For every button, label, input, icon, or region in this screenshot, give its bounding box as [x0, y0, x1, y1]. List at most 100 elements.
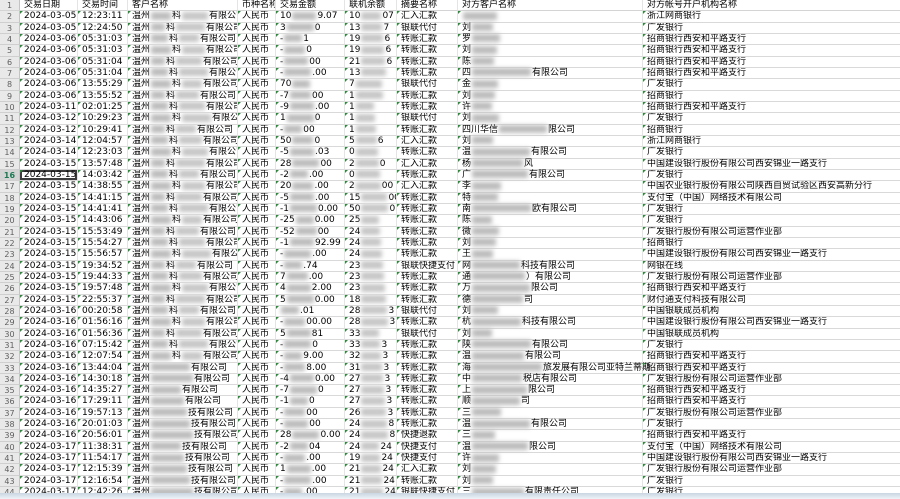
cell-counterparty[interactable]: 广 有限公司	[458, 169, 643, 182]
cell-currency[interactable]: 人民币	[238, 419, 276, 431]
cell-date[interactable]: 2024-03-15	[20, 271, 78, 284]
cell-customer-name[interactable]: 温州 科 有限公司	[128, 203, 238, 216]
cell-amount[interactable]: 20.00	[276, 181, 345, 193]
cell-balance[interactable]: 27 3	[345, 396, 397, 408]
cell-balance[interactable]: 18	[345, 294, 397, 306]
cell-summary[interactable]: 转账汇款	[397, 407, 458, 420]
row-header[interactable]: 22	[0, 237, 20, 250]
cell-time[interactable]: 05:31:04	[78, 56, 128, 68]
cell-time[interactable]: 12:07:54	[78, 351, 128, 363]
cell-currency[interactable]: 人民币	[238, 158, 276, 170]
cell-customer-name[interactable]: 温州 有限公司	[128, 396, 238, 408]
cell-currency[interactable]: 人民币	[238, 79, 276, 91]
cell-bank[interactable]: 中国建设银行股份有限公司西安锦业一路支行	[643, 158, 900, 170]
column-header-cell[interactable]: 客户名称	[128, 0, 238, 12]
cell-currency[interactable]: 人民币	[238, 101, 276, 114]
row-header[interactable]: 11	[0, 113, 20, 125]
cell-counterparty[interactable]: 温 有限公司	[458, 351, 643, 363]
cell-customer-name[interactable]: 温州 技有限公司	[128, 475, 238, 488]
cell-customer-name[interactable]: 温州 科 有限公司	[128, 169, 238, 182]
cell-currency[interactable]: 人民币	[238, 441, 276, 454]
row-header[interactable]: 12	[0, 124, 20, 136]
row-header[interactable]: 23	[0, 249, 20, 261]
cell-summary[interactable]: 转账汇款	[397, 362, 458, 374]
cell-summary[interactable]: 银联代付	[397, 113, 458, 125]
cell-date[interactable]: 2024-03-17	[20, 441, 78, 454]
cell-counterparty[interactable]: 许	[458, 101, 643, 114]
cell-bank[interactable]: 招商银行西安和平路支行	[643, 430, 900, 442]
cell-summary[interactable]: 汇入汇款	[397, 135, 458, 148]
cell-customer-name[interactable]: 温州 科 有限公司	[128, 339, 238, 352]
cell-balance[interactable]: 7	[345, 79, 397, 91]
row-header[interactable]: 15	[0, 158, 20, 170]
cell-counterparty[interactable]: 万 限公司	[458, 283, 643, 295]
row-header[interactable]: 36	[0, 396, 20, 408]
cell-balance[interactable]: 19 24	[345, 453, 397, 465]
cell-customer-name[interactable]: 温州 科 有限公司	[128, 67, 238, 80]
row-header[interactable]: 43	[0, 475, 20, 488]
cell-date[interactable]: 2024-03-16	[20, 339, 78, 352]
cell-bank[interactable]: 招商银行	[643, 124, 900, 136]
row-header[interactable]: 14	[0, 147, 20, 159]
cell-currency[interactable]: 人民币	[238, 90, 276, 102]
cell-customer-name[interactable]: 温州 科 有限公司	[128, 328, 238, 340]
cell-summary[interactable]: 转账汇款	[397, 147, 458, 159]
cell-balance[interactable]: 21 6	[345, 56, 397, 68]
cell-customer-name[interactable]: 温州 技有限公司	[128, 407, 238, 420]
cell-summary[interactable]: 银联代付	[397, 328, 458, 340]
cell-summary[interactable]: 转账汇款	[397, 396, 458, 408]
cell-time[interactable]: 15:54:27	[78, 237, 128, 250]
cell-balance[interactable]: 1	[345, 124, 397, 136]
cell-counterparty[interactable]: 四 有限公司	[458, 67, 643, 80]
cell-summary[interactable]: 银联代付	[397, 79, 458, 91]
row-header[interactable]: 29	[0, 317, 20, 329]
cell-customer-name[interactable]: 温州 科 有限公司	[128, 56, 238, 68]
cell-balance[interactable]: 0	[345, 169, 397, 182]
row-header[interactable]: 20	[0, 215, 20, 227]
column-header-cell[interactable]: 对方客户名称	[458, 0, 643, 12]
cell-counterparty[interactable]: 杭 科技有限公司	[458, 317, 643, 329]
cell-balance[interactable]: 27 3	[345, 385, 397, 397]
cell-amount[interactable]: 5 81	[276, 328, 345, 340]
cell-date[interactable]: 2024-03-16	[20, 419, 78, 431]
cell-bank[interactable]: 广发银行	[643, 169, 900, 182]
cell-amount[interactable]: 4 2.00	[276, 283, 345, 295]
cell-counterparty[interactable]: 陕 有限公司	[458, 339, 643, 352]
cell-bank[interactable]: 中国建设银行股份有限公司西安锦业一路支行	[643, 317, 900, 329]
cell-amount[interactable]: - .00	[276, 475, 345, 488]
cell-counterparty[interactable]: 三	[458, 430, 643, 442]
cell-bank[interactable]: 广发银行股份有限公司运营作业部	[643, 407, 900, 420]
cell-counterparty[interactable]: 陈	[458, 215, 643, 227]
column-header-cell[interactable]: 对方帐号开户机构名称	[643, 0, 900, 12]
cell-currency[interactable]: 人民币	[238, 67, 276, 80]
cell-date[interactable]: 2024-03-15	[20, 181, 78, 193]
cell-amount[interactable]: 70	[276, 79, 345, 91]
cell-balance[interactable]: 26 3	[345, 407, 397, 420]
cell-customer-name[interactable]: 温州 科 有限公司	[128, 305, 238, 318]
row-header[interactable]: 9	[0, 90, 20, 102]
row-header[interactable]: 7	[0, 67, 20, 80]
cell-time[interactable]: 10:29:41	[78, 124, 128, 136]
cell-customer-name[interactable]: 温州 技有限公司	[128, 464, 238, 476]
cell-summary[interactable]: 转账汇款	[397, 45, 458, 57]
cell-amount[interactable]: 7.00	[276, 271, 345, 284]
cell-currency[interactable]: 人民币	[238, 305, 276, 318]
cell-amount[interactable]: 50 0	[276, 135, 345, 148]
cell-customer-name[interactable]: 温州 科 有限公司	[128, 294, 238, 306]
cell-amount[interactable]: 28 00	[276, 158, 345, 170]
cell-time[interactable]: 05:31:03	[78, 45, 128, 57]
cell-currency[interactable]: 人民币	[238, 22, 276, 34]
cell-date[interactable]: 2024-03-15	[20, 226, 78, 238]
cell-balance[interactable]: 24 24	[345, 441, 397, 454]
row-header[interactable]: 4	[0, 33, 20, 46]
row-header[interactable]: 35	[0, 385, 20, 397]
cell-currency[interactable]: 人民币	[238, 396, 276, 408]
cell-amount[interactable]: 1.00	[276, 464, 345, 476]
cell-amount[interactable]: -4 0.00	[276, 373, 345, 386]
cell-counterparty[interactable]: 温 限公司	[458, 441, 643, 454]
cell-counterparty[interactable]: 温 有限公司	[458, 419, 643, 431]
row-header[interactable]: 13	[0, 135, 20, 148]
cell-bank[interactable]: 支付宝（中国）网络技术有限公司	[643, 192, 900, 204]
cell-balance[interactable]: 23	[345, 260, 397, 272]
